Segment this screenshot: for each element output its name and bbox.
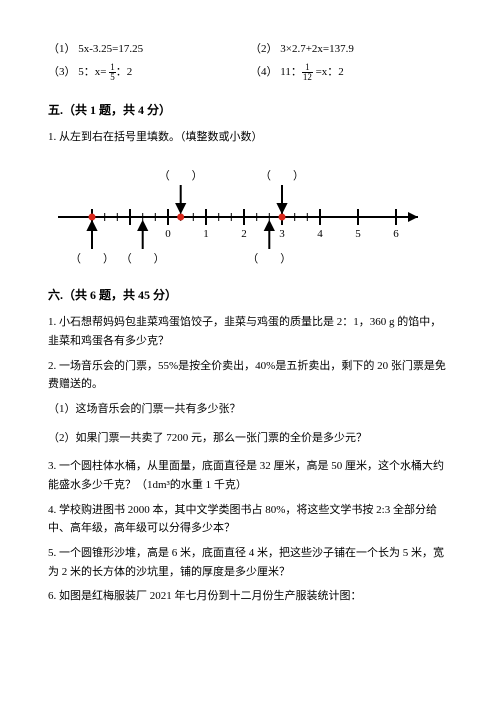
nl-tick-3: 3 <box>279 228 285 240</box>
eq-2-label: （2） <box>250 43 278 55</box>
nl-tick-1: 1 <box>203 228 209 240</box>
nl-tick-2: 2 <box>241 228 247 240</box>
nl-top-bracket-1: （ ） <box>159 169 203 182</box>
section-6-q4: 4. 学校购进图书 2000 本，其中文学类图书占 80%，将这些文学书按 2:… <box>48 501 452 538</box>
eq-3-post: ：2 <box>116 66 133 78</box>
eq-2-body: 3×2.7+2x=137.9 <box>280 43 354 55</box>
eq-3-pre: 5：x= <box>78 66 109 78</box>
eq-4-den: 12 <box>302 73 313 82</box>
nl-tick-6: 6 <box>393 228 399 240</box>
eq-1-body: 5x-3.25=17.25 <box>78 43 143 55</box>
section-6-q5: 5. 一个圆锥形沙堆，高是 6 米，底面直径 4 米，把这些沙子铺在一个长为 5… <box>48 544 452 581</box>
eq-4-pre: 11： <box>280 66 302 78</box>
eq-3-label: （3） <box>48 66 76 78</box>
nl-tick-4: 4 <box>317 228 323 240</box>
section-5-title: 五.（共 1 题，共 4 分） <box>48 100 452 120</box>
section-6-q1: 1. 小石想帮妈妈包韭菜鸡蛋馅饺子，韭菜与鸡蛋的质量比是 2：1，360 g 的… <box>48 313 452 350</box>
nl-tick-5: 5 <box>355 228 361 240</box>
eq-4-label: （4） <box>250 66 278 78</box>
section-6-title: 六.（共 6 题，共 45 分） <box>48 285 452 305</box>
nl-bot-bracket-2: （ ） <box>121 252 165 265</box>
section-6-q2b: （2）如果门票一共卖了 7200 元，那么一张门票的全价是多少元？ <box>48 429 452 448</box>
nl-bot-bracket-3: （ ） <box>247 252 291 265</box>
nl-top-bracket-2: （ ） <box>260 169 304 182</box>
section-6-q6: 6. 如图是红梅服装厂 2021 年七月份到十二月份生产服装统计图： <box>48 587 452 606</box>
equation-row-2: （3） 5：x= 15：2 （4） 11：112 =x：2 <box>48 63 452 82</box>
nl-tick-0: 0 <box>165 228 171 240</box>
section-6-q2a: （1）这场音乐会的门票一共有多少张？ <box>48 400 452 419</box>
equation-1: （1） 5x-3.25=17.25 <box>48 40 250 59</box>
eq-4-frac: 112 <box>302 63 313 82</box>
eq-4-post: =x：2 <box>313 66 344 78</box>
equation-2: （2） 3×2.7+2x=137.9 <box>250 40 452 59</box>
page: （1） 5x-3.25=17.25 （2） 3×2.7+2x=137.9 （3）… <box>0 0 500 642</box>
equation-4: （4） 11：112 =x：2 <box>250 63 452 82</box>
equation-row-1: （1） 5x-3.25=17.25 （2） 3×2.7+2x=137.9 <box>48 40 452 59</box>
section-5-q1: 1. 从左到右在括号里填数。（填整数或小数） <box>48 128 452 147</box>
equation-3: （3） 5：x= 15：2 <box>48 63 250 82</box>
section-6-q2: 2. 一场音乐会的门票，55%是按全价卖出，40%是五折卖出，剩下的 20 张门… <box>48 357 452 394</box>
eq-1-label: （1） <box>48 43 76 55</box>
section-6-q3: 3. 一个圆柱体水桶，从里面量，底面直径是 32 厘米，高是 50 厘米，这个水… <box>48 457 452 494</box>
nl-bot-bracket-1: （ ） <box>70 252 114 265</box>
number-line-diagram: 0 1 2 3 4 5 6 （ ） （ ） （ ） （ ） <box>48 157 428 267</box>
